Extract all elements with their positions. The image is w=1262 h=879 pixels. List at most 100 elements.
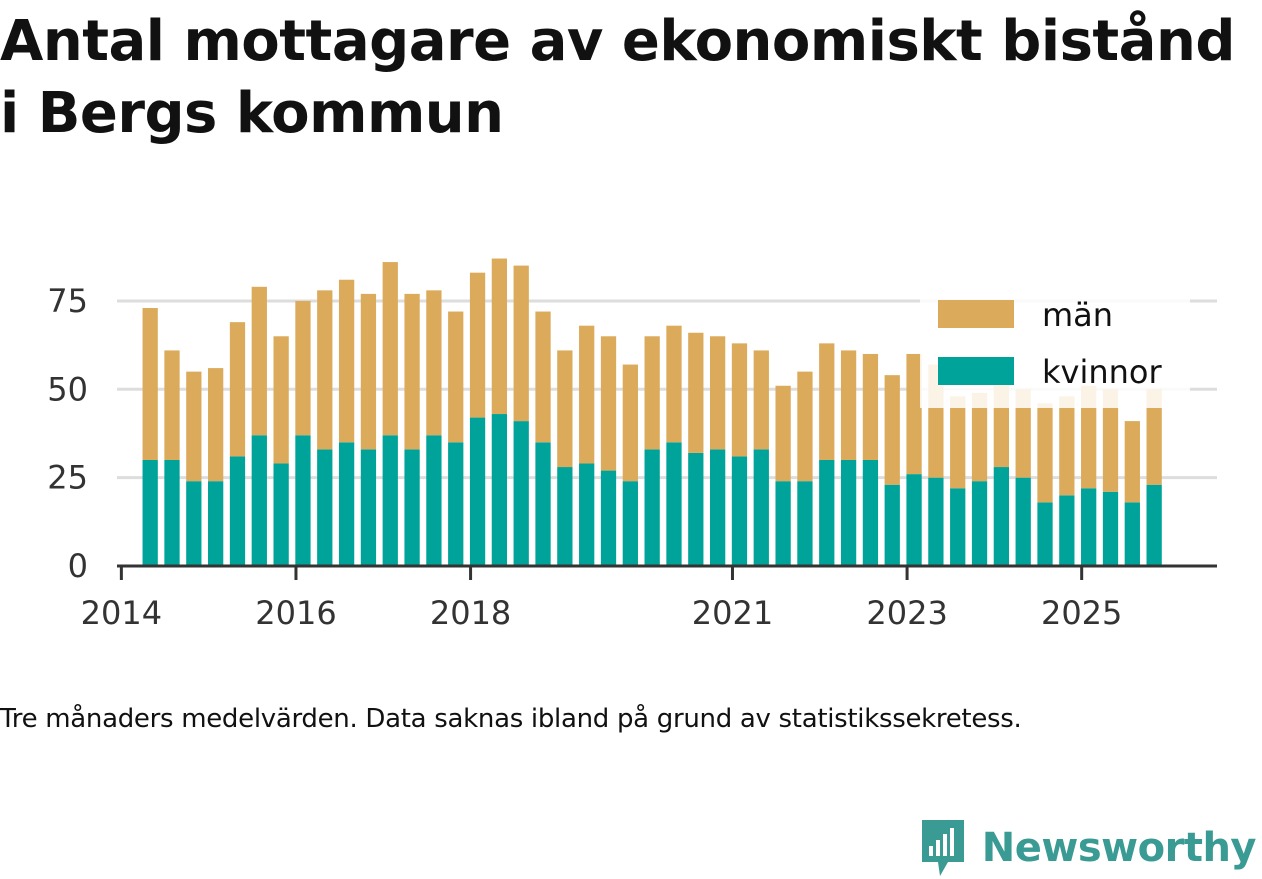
- y-tick-label: 25: [47, 459, 88, 497]
- bar-man: [622, 364, 638, 482]
- bar-man: [840, 350, 857, 460]
- bar-kvinnor: [295, 435, 311, 566]
- y-tick-label: 0: [68, 547, 88, 585]
- bar-kvinnor: [164, 459, 180, 566]
- bar-kvinnor: [426, 435, 442, 566]
- bar-kvinnor: [775, 481, 791, 566]
- x-tick-label: 2023: [866, 594, 947, 632]
- bar-man: [775, 385, 791, 482]
- bar-kvinnor: [535, 442, 551, 566]
- bar-man: [404, 293, 420, 450]
- bar-man: [164, 350, 180, 460]
- bar-man: [1037, 403, 1053, 503]
- bar-kvinnor: [404, 449, 420, 566]
- bar-kvinnor: [579, 463, 595, 566]
- y-tick-label: 50: [47, 370, 88, 408]
- bar-man: [688, 332, 704, 453]
- bar-man: [426, 290, 442, 436]
- y-axis-labels: 0 25 50 75: [47, 282, 88, 585]
- bar-man: [884, 375, 900, 485]
- bar-kvinnor: [273, 463, 289, 566]
- brand-name: Newsworthy: [981, 825, 1257, 871]
- bar-man: [1015, 389, 1031, 478]
- bar-kvinnor: [208, 481, 224, 566]
- legend-label-man: män: [1042, 296, 1113, 334]
- bar-kvinnor: [753, 449, 769, 566]
- bar-kvinnor: [862, 459, 879, 566]
- bar-kvinnor: [469, 417, 486, 566]
- bar-kvinnor: [382, 435, 398, 566]
- newsworthy-logo-icon: [921, 820, 964, 876]
- bar-man: [360, 293, 377, 450]
- brand-logo: Newsworthy: [918, 818, 1257, 878]
- x-tick-label: 2021: [692, 594, 773, 632]
- bar-kvinnor: [950, 488, 966, 566]
- bars: [142, 258, 1162, 566]
- bar-kvinnor: [1124, 502, 1140, 566]
- bar-man: [513, 265, 529, 422]
- bar-kvinnor: [819, 459, 835, 566]
- bar-kvinnor: [251, 435, 267, 566]
- bar-man: [557, 350, 573, 468]
- bar-kvinnor: [186, 481, 202, 566]
- bar-man: [229, 322, 246, 457]
- y-tick-label: 75: [47, 282, 88, 320]
- bar-kvinnor: [906, 474, 922, 566]
- bar-kvinnor: [491, 414, 508, 566]
- bar-man: [1124, 421, 1140, 503]
- bar-man: [208, 368, 224, 482]
- bar-kvinnor: [557, 467, 573, 566]
- bar-kvinnor: [600, 470, 617, 566]
- bar-man: [469, 272, 486, 418]
- bar-man: [338, 279, 355, 443]
- bar-kvinnor: [1102, 491, 1119, 566]
- bar-kvinnor: [1081, 488, 1097, 566]
- legend-swatch-man: [938, 300, 1014, 328]
- bar-kvinnor: [1146, 484, 1162, 566]
- bar-kvinnor: [1059, 495, 1075, 566]
- bar-man: [797, 371, 813, 482]
- bar-man: [1059, 396, 1075, 496]
- bar-kvinnor: [1037, 502, 1053, 566]
- bar-man: [295, 300, 311, 436]
- bar-kvinnor: [513, 421, 529, 566]
- bar-kvinnor: [971, 481, 988, 566]
- bar-man: [535, 311, 551, 443]
- bar-man: [579, 325, 595, 464]
- bar-man: [317, 290, 333, 450]
- chart-caption: Tre månaders medelvärden. Data saknas ib…: [0, 704, 1022, 734]
- bar-kvinnor: [797, 481, 813, 566]
- bar-man: [273, 336, 289, 464]
- bar-kvinnor: [688, 452, 704, 566]
- bar-man: [491, 258, 508, 415]
- bar-man: [971, 392, 988, 482]
- bar-man: [819, 343, 835, 460]
- bar-man: [186, 371, 202, 482]
- x-tick-label: 2025: [1041, 594, 1122, 632]
- bar-kvinnor: [644, 449, 660, 566]
- bar-man: [666, 325, 682, 443]
- bar-kvinnor: [928, 477, 944, 566]
- chart: 0 25 50 75 2014 2016 2018 2021 2023 2025 män kvi…: [47, 258, 1217, 632]
- bar-kvinnor: [360, 449, 377, 566]
- bar-man: [448, 311, 464, 443]
- bar-man: [600, 336, 617, 471]
- bar-kvinnor: [142, 459, 158, 566]
- chart-title: Antal mottagare av ekonomiskt bistånd i …: [0, 9, 1235, 146]
- legend-swatch-kvinnor: [938, 357, 1014, 385]
- bar-man: [950, 396, 966, 489]
- bar-man: [862, 353, 879, 460]
- bar-kvinnor: [840, 459, 857, 566]
- legend-label-kvinnor: kvinnor: [1042, 353, 1163, 391]
- bar-man: [142, 308, 158, 460]
- bar-kvinnor: [1015, 477, 1031, 566]
- bar-man: [906, 353, 922, 475]
- bar-kvinnor: [884, 484, 900, 566]
- x-tick-label: 2014: [81, 594, 162, 632]
- legend: män kvinnor: [920, 290, 1190, 408]
- bar-kvinnor: [448, 442, 464, 566]
- x-axis-ticks: 2014 2016 2018 2021 2023 2025: [81, 566, 1122, 632]
- bar-man: [731, 343, 748, 457]
- bar-kvinnor: [622, 481, 638, 566]
- bar-kvinnor: [666, 442, 682, 566]
